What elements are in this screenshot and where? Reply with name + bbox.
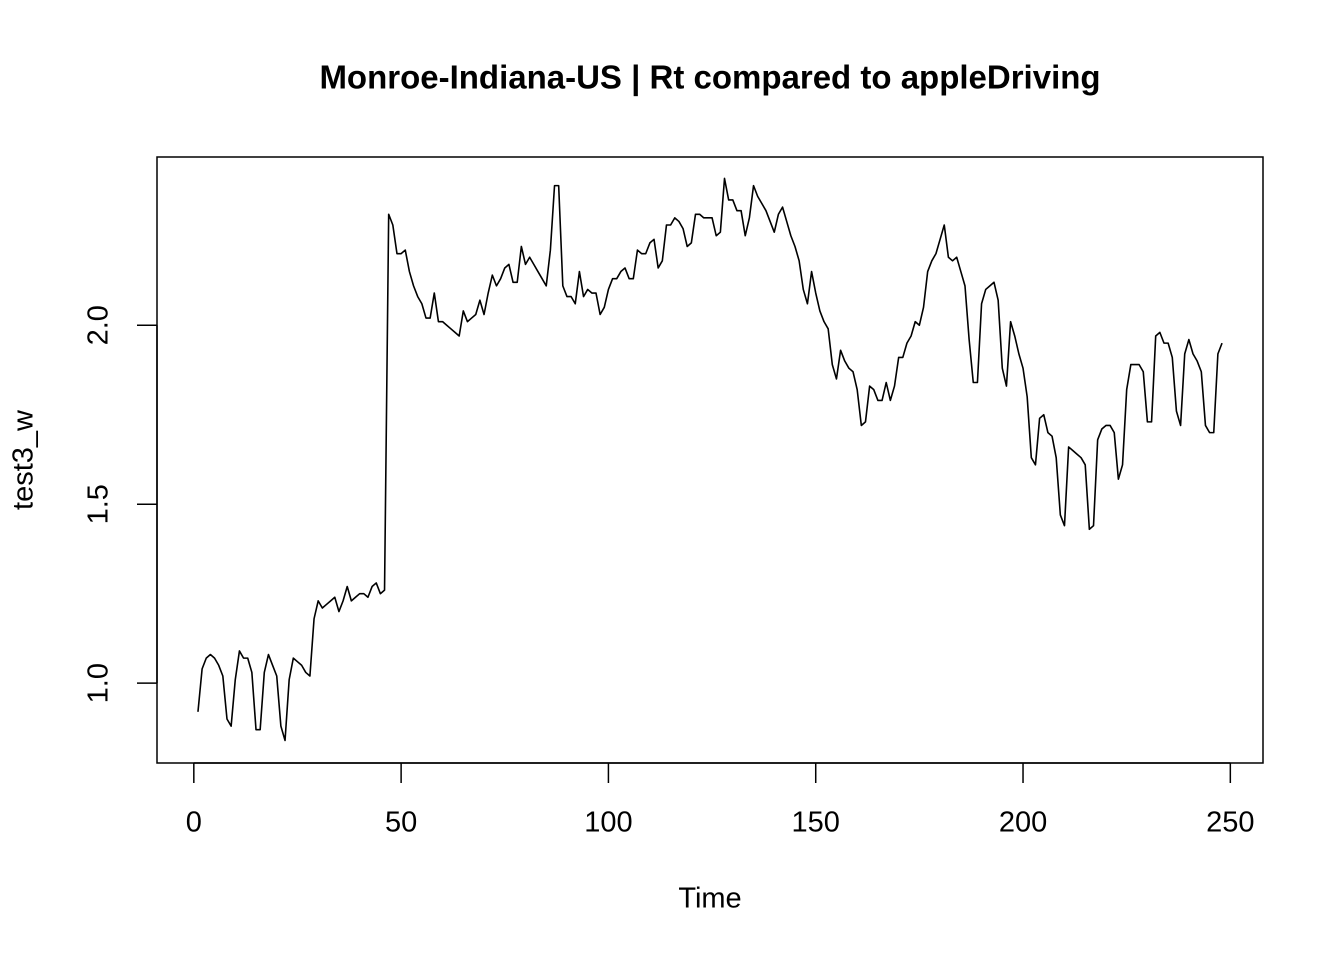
- x-axis-label: Time: [678, 883, 741, 915]
- y-tick-label: 1.5: [83, 484, 115, 524]
- series-line: [197, 177, 1223, 742]
- y-tick-label: 2.0: [83, 305, 115, 345]
- x-tick-label: 200: [999, 807, 1047, 839]
- y-tick-label: 1.0: [83, 663, 115, 703]
- x-tick-label: 100: [584, 807, 632, 839]
- chart-title: Monroe-Indiana-US | Rt compared to apple…: [319, 59, 1100, 96]
- x-tick-label: 250: [1206, 807, 1254, 839]
- x-tick-label: 150: [792, 807, 840, 839]
- x-tick-label: 50: [385, 807, 417, 839]
- y-axis-label: test3_w: [8, 409, 40, 510]
- x-tick-label: 0: [186, 807, 202, 839]
